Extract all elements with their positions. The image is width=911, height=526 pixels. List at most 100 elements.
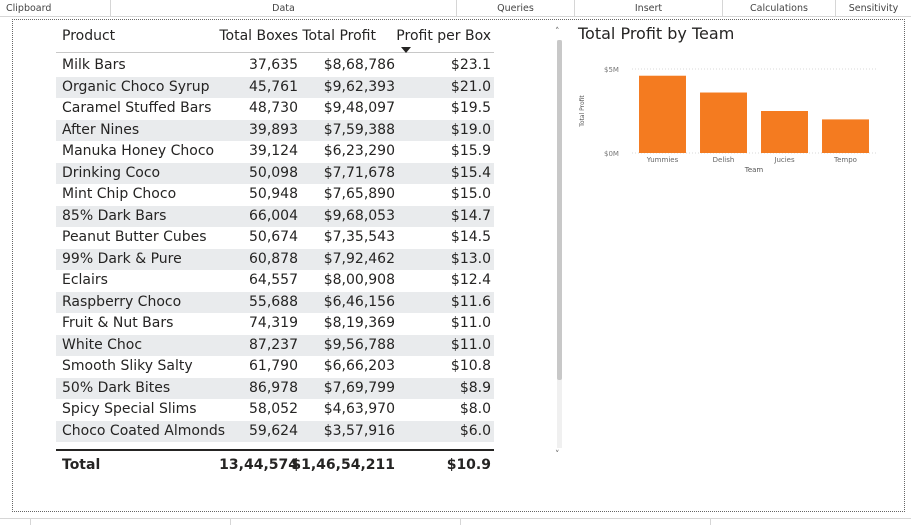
cell-total-boxes: 87,237 xyxy=(249,336,298,353)
header-profit-per-box[interactable]: Profit per Box xyxy=(396,28,491,44)
chart-bar[interactable] xyxy=(822,119,869,153)
table-row[interactable]: Eclairs 64,557 $8,00,908 $12.4 xyxy=(56,270,494,292)
cell-total-profit: $7,59,388 xyxy=(323,121,395,138)
table-row[interactable]: Milk Bars 37,635 $8,68,786 $23.1 xyxy=(56,55,494,77)
table-row[interactable]: Fruit & Nut Bars 74,319 $8,19,369 $11.0 xyxy=(56,313,494,335)
cell-profit-per-box: $10.8 xyxy=(450,358,491,374)
ribbon-group-calculations[interactable]: Calculations xyxy=(723,0,836,16)
cell-profit-per-box: $19.5 xyxy=(450,100,491,116)
chart-bar[interactable] xyxy=(761,111,808,153)
chart-plot: $5M $0M Total Profit Yummies Delish Jucies Tem… xyxy=(579,66,876,174)
cell-product: Smooth Sliky Salty xyxy=(62,358,193,374)
cell-product: Mint Chip Choco xyxy=(62,186,177,202)
cell-product: Peanut Butter Cubes xyxy=(62,229,207,245)
cell-total-profit: $6,23,290 xyxy=(323,143,395,159)
cell-total-profit: $8,19,369 xyxy=(323,315,395,331)
cell-total-boxes: 86,978 xyxy=(249,379,298,396)
table-row[interactable]: Drinking Coco 50,098 $7,71,678 $15.4 xyxy=(56,162,494,184)
total-profit: $1,46,54,211 xyxy=(291,457,395,473)
sort-descending-icon[interactable] xyxy=(401,47,411,53)
cell-profit-per-box: $11.0 xyxy=(450,336,491,353)
table-row[interactable]: After Nines 39,893 $7,59,388 $19.0 xyxy=(56,119,494,141)
chart-bar[interactable] xyxy=(700,92,747,153)
cell-total-profit: $9,68,053 xyxy=(323,207,395,224)
chart-bar[interactable] xyxy=(639,75,686,153)
cell-profit-per-box: $6.0 xyxy=(459,422,491,439)
cell-product: Organic Choco Syrup xyxy=(62,78,210,95)
x-tick-label: Tempo xyxy=(833,156,857,164)
cell-total-profit: $9,62,393 xyxy=(323,78,395,95)
page-tab[interactable] xyxy=(230,519,461,525)
y-tick-label: $0M xyxy=(604,150,619,158)
cell-profit-per-box: $14.5 xyxy=(450,229,491,245)
cell-total-profit: $7,71,678 xyxy=(323,164,395,181)
ribbon-group-data[interactable]: Data xyxy=(111,0,457,16)
header-product[interactable]: Product xyxy=(62,28,116,44)
cell-total-profit: $7,92,462 xyxy=(323,250,395,267)
cell-profit-per-box: $15.9 xyxy=(450,143,491,159)
cell-product: Choco Coated Almonds xyxy=(62,422,226,439)
scroll-down-icon[interactable]: ˅ xyxy=(555,450,560,460)
cell-total-profit: $9,48,097 xyxy=(323,100,395,116)
cell-profit-per-box: $8.0 xyxy=(459,401,491,417)
page-tab[interactable] xyxy=(30,519,231,525)
table-row[interactable]: Raspberry Choco 55,688 $6,46,156 $11.6 xyxy=(56,291,494,313)
header-total-profit[interactable]: Total Profit xyxy=(302,28,376,44)
cell-total-boxes: 60,878 xyxy=(249,250,298,267)
ribbon-group-queries[interactable]: Queries xyxy=(457,0,575,16)
cell-total-boxes: 58,052 xyxy=(249,401,298,417)
cell-profit-per-box: $23.1 xyxy=(450,57,491,73)
cell-total-boxes: 64,557 xyxy=(249,272,298,288)
y-axis-title: Total Profit xyxy=(579,95,586,128)
cell-total-boxes: 39,893 xyxy=(249,121,298,138)
table-row[interactable]: Caramel Stuffed Bars 48,730 $9,48,097 $19.5 xyxy=(56,98,494,120)
page-tab[interactable] xyxy=(460,519,711,525)
total-profit-per-box: $10.9 xyxy=(446,457,491,473)
cell-profit-per-box: $15.0 xyxy=(450,186,491,202)
table-row[interactable]: Choco Coated Almonds 59,624 $3,57,916 $6.0 xyxy=(56,420,494,442)
y-tick-label: $5M xyxy=(604,66,619,74)
cell-total-boxes: 50,098 xyxy=(249,164,298,181)
cell-total-boxes: 50,948 xyxy=(249,186,298,202)
ribbon-group-clipboard[interactable]: Clipboard xyxy=(0,0,111,16)
cell-total-boxes: 48,730 xyxy=(249,100,298,116)
table-row[interactable]: 99% Dark & Pure 60,878 $7,92,462 $13.0 xyxy=(56,248,494,270)
scroll-track[interactable] xyxy=(557,40,562,448)
table-row[interactable]: White Choc 87,237 $9,56,788 $11.0 xyxy=(56,334,494,356)
page-tab[interactable] xyxy=(0,519,31,525)
table-row[interactable]: 85% Dark Bars 66,004 $9,68,053 $14.7 xyxy=(56,205,494,227)
report-canvas xyxy=(12,19,905,512)
cell-total-profit: $7,35,543 xyxy=(323,229,395,245)
profit-by-team-chart[interactable]: Total Profit by Team $5M $0M Total Profit Y… xyxy=(570,20,900,180)
x-tick-label: Delish xyxy=(713,156,735,164)
cell-product: 85% Dark Bars xyxy=(62,207,167,224)
product-profit-table[interactable]: Product Total Boxes Total Profit Profit … xyxy=(56,20,496,475)
cell-product: Drinking Coco xyxy=(62,164,161,181)
cell-total-boxes: 55,688 xyxy=(249,293,298,310)
cell-total-profit: $3,57,916 xyxy=(323,422,395,439)
table-row[interactable]: Manuka Honey Choco 39,124 $6,23,290 $15.9 xyxy=(56,141,494,163)
table-row[interactable]: Organic Choco Syrup 45,761 $9,62,393 $21.0 xyxy=(56,76,494,98)
cell-total-profit: $7,65,890 xyxy=(323,186,395,202)
ribbon-group-sensitivity[interactable]: Sensitivity xyxy=(848,3,899,14)
ribbon-group-insert[interactable]: Insert xyxy=(575,0,723,16)
table-row[interactable]: Spicy Special Slims 58,052 $4,63,970 $8.0 xyxy=(56,399,494,421)
cell-total-boxes: 61,790 xyxy=(249,358,298,374)
cell-product: Manuka Honey Choco xyxy=(62,143,215,159)
table-row[interactable]: Smooth Sliky Salty 61,790 $6,66,203 $10.8 xyxy=(56,356,494,378)
x-tick-label: Jucies xyxy=(773,156,795,164)
header-total-boxes[interactable]: Total Boxes xyxy=(219,28,298,44)
table-row[interactable]: Peanut Butter Cubes 50,674 $7,35,543 $14.5 xyxy=(56,227,494,249)
table-row[interactable]: 50% Dark Bites 86,978 $7,69,799 $8.9 xyxy=(56,377,494,399)
table-scrollbar[interactable]: ˄ ˅ xyxy=(555,28,564,460)
cell-profit-per-box: $19.0 xyxy=(450,121,491,138)
cell-product: Milk Bars xyxy=(62,57,126,73)
total-label: Total xyxy=(62,457,101,473)
chart-title: Total Profit by Team xyxy=(578,24,735,43)
table-row[interactable]: Mint Chip Choco 50,948 $7,65,890 $15.0 xyxy=(56,184,494,206)
ribbon-group-labels: Clipboard Data Queries Insert Calculatio… xyxy=(0,0,911,17)
scroll-up-icon[interactable]: ˄ xyxy=(555,27,560,37)
scroll-thumb[interactable] xyxy=(557,40,562,380)
cell-product: Eclairs xyxy=(62,272,108,288)
cell-total-boxes: 50,674 xyxy=(249,229,298,245)
